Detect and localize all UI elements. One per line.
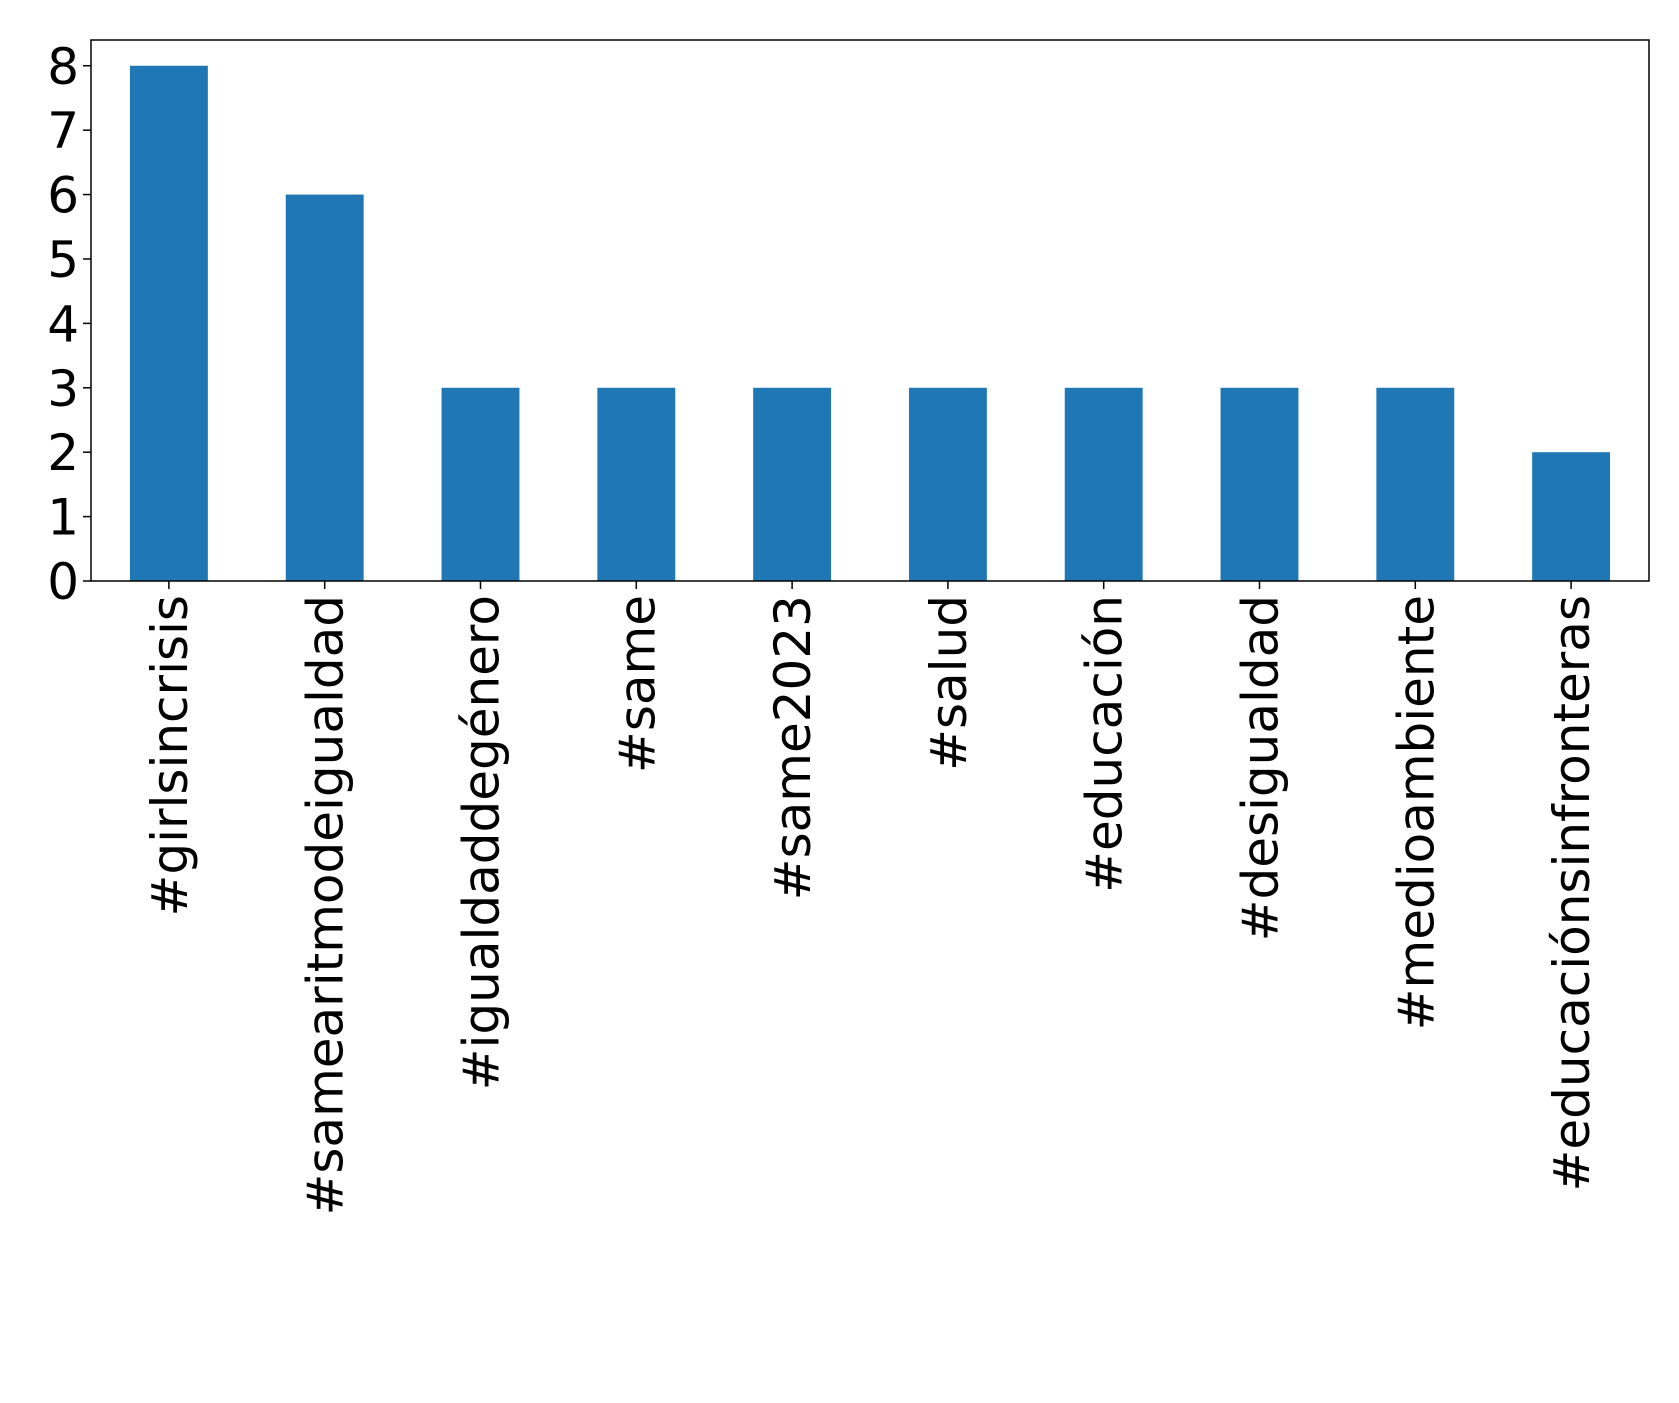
bar — [1064, 387, 1143, 581]
x-tick-label: #same — [608, 595, 666, 773]
x-tick-label: #samearitmodeigualdad — [297, 595, 355, 1216]
bar — [1376, 387, 1455, 581]
bar — [908, 387, 987, 581]
y-tick-label: 7 — [47, 102, 79, 160]
y-tick-label: 0 — [47, 553, 79, 611]
bar — [129, 65, 208, 581]
x-tick-label: #desigualdad — [1232, 595, 1290, 941]
y-tick-label: 1 — [47, 489, 79, 547]
y-tick-label: 4 — [47, 295, 79, 353]
y-tick-label: 3 — [47, 360, 79, 418]
x-tick-label: #same2023 — [764, 595, 822, 900]
x-tick-label: #girlsincrisis — [141, 595, 199, 917]
plot-frame — [90, 39, 1650, 582]
y-tick-label: 6 — [47, 167, 79, 225]
x-tick-label: #igualdaddegénero — [453, 595, 511, 1090]
bar — [441, 387, 520, 581]
bar — [597, 387, 676, 581]
x-tick-label: #educaciónsinfronteras — [1543, 595, 1601, 1191]
y-tick-label: 8 — [47, 38, 79, 96]
y-tick-label: 5 — [47, 231, 79, 289]
bar — [753, 387, 832, 581]
bar — [285, 194, 364, 582]
x-tick-label: #salud — [920, 595, 978, 771]
bar — [1220, 387, 1299, 581]
x-tick-label: #medioambiente — [1387, 595, 1445, 1030]
x-tick-label: #educación — [1076, 595, 1134, 893]
bar — [1532, 452, 1611, 581]
y-tick-label: 2 — [47, 424, 79, 482]
